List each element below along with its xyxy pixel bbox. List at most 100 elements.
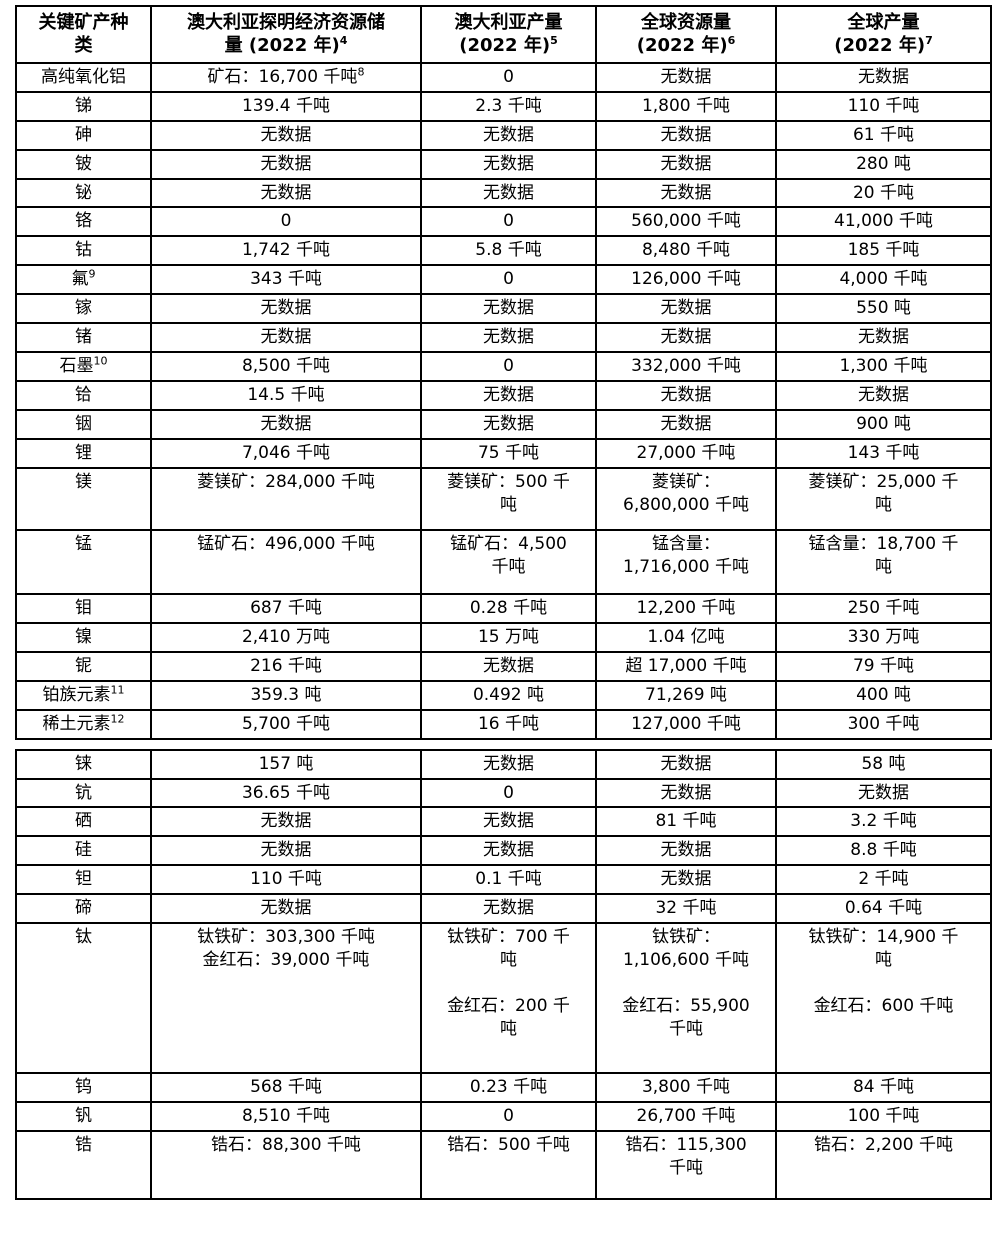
cell-text: 镍 bbox=[75, 626, 92, 647]
cell-text: 镁 bbox=[75, 471, 92, 492]
cell-text: 8,500 千吨 bbox=[241, 356, 331, 377]
global-resources-cell: 锰含量： 1,716,000 千吨 bbox=[595, 528, 777, 595]
cell-text: 84 千吨 bbox=[852, 1077, 915, 1098]
cell-text: 钼 bbox=[75, 597, 92, 618]
australia-reserves-cell: 锰矿石：496,000 千吨 bbox=[150, 528, 422, 595]
global-production-cell: 无数据 bbox=[775, 380, 992, 412]
global-production-cell: 钛铁矿：14,900 千 吨 金红石：600 千吨 bbox=[775, 922, 992, 1075]
global-resources-cell: 126,000 千吨 bbox=[595, 264, 777, 296]
cell-text: 无数据 bbox=[660, 385, 712, 406]
cell-text: 2,410 万吨 bbox=[241, 626, 331, 647]
australia-production-cell: 2.3 千吨 bbox=[420, 90, 597, 122]
mineral-name-cell: 砷 bbox=[15, 119, 152, 151]
cell-text: 无数据 bbox=[483, 811, 534, 832]
cell-text: 0 bbox=[503, 356, 514, 377]
footnote-ref: 11 bbox=[110, 683, 125, 697]
cell-text: 3.2 千吨 bbox=[850, 811, 917, 832]
footnote-ref: 10 bbox=[93, 354, 108, 368]
global-resources-cell: 3,800 千吨 bbox=[595, 1072, 777, 1104]
cell-text: 1.04 亿吨 bbox=[647, 626, 725, 647]
australia-reserves-cell: 无数据 bbox=[150, 177, 422, 209]
mineral-name-cell: 硅 bbox=[15, 835, 152, 867]
cell-text: 无数据 bbox=[660, 66, 712, 87]
footnote-ref: 4 bbox=[339, 34, 348, 48]
cell-text: 250 千吨 bbox=[847, 597, 920, 618]
cell-text: 锰含量：18,700 千 吨 bbox=[808, 533, 959, 577]
cell-text: 0.1 千吨 bbox=[475, 869, 542, 890]
table-row: 钪 36.65 千吨 0 无数据 无数据 bbox=[15, 777, 992, 809]
cell-text: 无数据 bbox=[483, 414, 534, 435]
australia-production-cell: 无数据 bbox=[420, 322, 597, 354]
table-row: 锰 锰矿石：496,000 千吨 锰矿石：4,500 千吨 锰含量： 1,716… bbox=[15, 528, 992, 595]
global-production-cell: 1,300 千吨 bbox=[775, 351, 992, 383]
cell-text: 无数据 bbox=[260, 811, 312, 832]
cell-text: 32 千吨 bbox=[655, 898, 717, 919]
cell-text: 400 吨 bbox=[856, 684, 911, 705]
table-row: 锗 无数据 无数据 无数据 无数据 bbox=[15, 322, 992, 354]
cell-text: 568 千吨 bbox=[250, 1077, 322, 1098]
cell-text: 无数据 bbox=[660, 182, 712, 203]
cell-text: 无数据 bbox=[483, 385, 534, 406]
cell-text: 无数据 bbox=[260, 898, 312, 919]
australia-production-cell: 0.28 千吨 bbox=[420, 592, 597, 624]
global-production-cell: 41,000 千吨 bbox=[775, 206, 992, 238]
cell-text: 5,700 千吨 bbox=[241, 713, 331, 734]
mineral-name-cell: 锑 bbox=[15, 90, 152, 122]
table-row: 钨 568 千吨 0.23 千吨 3,800 千吨 84 千吨 bbox=[15, 1072, 992, 1104]
global-resources-cell: 无数据 bbox=[595, 61, 777, 93]
australia-production-cell: 0 bbox=[420, 351, 597, 383]
cell-text: 钛铁矿：14,900 千 吨 金红石：600 千吨 bbox=[808, 927, 959, 1017]
australia-reserves-cell: 36.65 千吨 bbox=[150, 777, 422, 809]
global-resources-cell: 无数据 bbox=[595, 177, 777, 209]
table-row: 钛 钛铁矿：303,300 千吨 金红石：39,000 千吨 钛铁矿：700 千… bbox=[15, 922, 992, 1075]
footnote-ref: 6 bbox=[727, 34, 736, 48]
australia-reserves-cell: 矿石：16,700 千吨8 bbox=[150, 61, 422, 93]
cell-text: 550 吨 bbox=[856, 298, 911, 319]
cell-text: 8,510 千吨 bbox=[241, 1106, 331, 1127]
table-row: 铌 216 千吨 无数据 超 17,000 千吨 79 千吨 bbox=[15, 650, 992, 682]
global-production-cell: 锆石：2,200 千吨 bbox=[775, 1130, 992, 1201]
australia-production-cell: 0.1 千吨 bbox=[420, 864, 597, 896]
australia-reserves-cell: 1,742 千吨 bbox=[150, 235, 422, 267]
global-production-cell: 100 千吨 bbox=[775, 1101, 992, 1133]
global-production-cell: 4,000 千吨 bbox=[775, 264, 992, 296]
footnote-ref: 12 bbox=[110, 712, 125, 725]
cell-text: 硅 bbox=[75, 840, 92, 861]
global-resources-cell: 27,000 千吨 bbox=[595, 437, 777, 469]
cell-text: 26,700 千吨 bbox=[636, 1106, 736, 1127]
cell-text: 无数据 bbox=[858, 385, 909, 406]
table-row: 锑 139.4 千吨 2.3 千吨 1,800 千吨 110 千吨 bbox=[15, 90, 992, 122]
cell-text: 锆石：88,300 千吨 bbox=[211, 1135, 361, 1156]
australia-reserves-cell: 钛铁矿：303,300 千吨 金红石：39,000 千吨 bbox=[150, 922, 422, 1075]
footnote-ref: 8 bbox=[357, 65, 365, 79]
cell-text: 铪 bbox=[75, 385, 92, 406]
global-production-cell: 58 吨 bbox=[775, 748, 992, 780]
cell-text: 20 千吨 bbox=[852, 182, 915, 203]
cell-text: 锰 bbox=[75, 533, 92, 554]
minerals-table-part-2: 铼 157 吨 无数据 无数据 58 吨 钪 36.65 千吨 0 无数据 无数… bbox=[15, 748, 992, 1201]
column-header: 全球资源量 (2022 年)6 bbox=[595, 5, 777, 64]
cell-text: 无数据 bbox=[660, 414, 712, 435]
table-row: 镍 2,410 万吨 15 万吨 1.04 亿吨 330 万吨 bbox=[15, 621, 992, 653]
cell-text: 硒 bbox=[75, 811, 92, 832]
table-row: 石墨10 8,500 千吨 0 332,000 千吨 1,300 千吨 bbox=[15, 351, 992, 383]
cell-text: 0 bbox=[503, 66, 514, 87]
global-production-cell: 0.64 千吨 bbox=[775, 893, 992, 925]
australia-production-cell: 无数据 bbox=[420, 409, 597, 440]
cell-text: 关键矿产种 类 bbox=[38, 12, 129, 57]
mineral-name-cell: 钨 bbox=[15, 1072, 152, 1104]
table-row: 氟9 343 千吨 0 126,000 千吨 4,000 千吨 bbox=[15, 264, 992, 296]
cell-text: 0 bbox=[280, 211, 292, 232]
australia-reserves-cell: 5,700 千吨 bbox=[150, 708, 422, 740]
global-resources-cell: 无数据 bbox=[595, 835, 777, 867]
cell-text: 0 bbox=[503, 211, 514, 232]
mineral-name-cell: 钪 bbox=[15, 777, 152, 809]
cell-text: 铌 bbox=[75, 655, 92, 676]
mineral-name-cell: 锗 bbox=[15, 322, 152, 354]
cell-text: 3,800 千吨 bbox=[641, 1077, 731, 1098]
cell-text: 无数据 bbox=[660, 782, 712, 803]
cell-text: 280 吨 bbox=[856, 153, 911, 174]
australia-reserves-cell: 343 千吨 bbox=[150, 264, 422, 296]
global-production-cell: 185 千吨 bbox=[775, 235, 992, 267]
global-resources-cell: 无数据 bbox=[595, 119, 777, 151]
